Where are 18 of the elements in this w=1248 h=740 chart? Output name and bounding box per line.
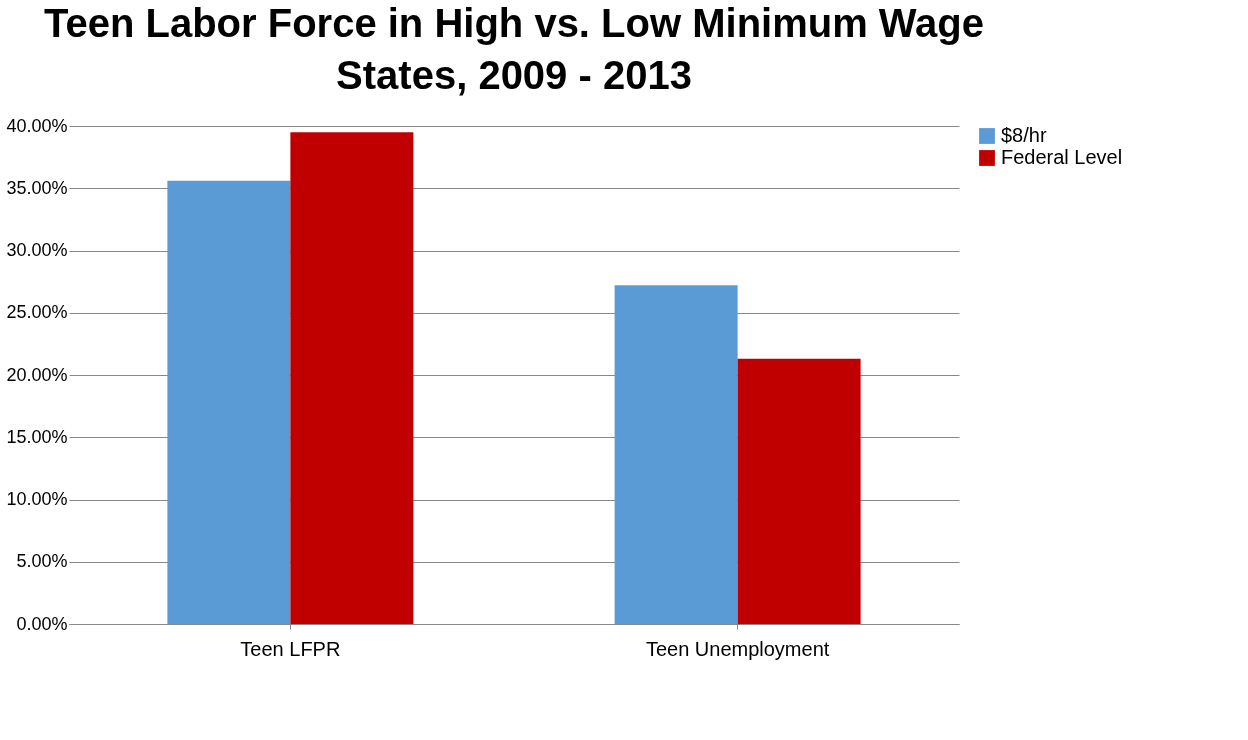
y-tick-label: 5.00% <box>16 551 68 572</box>
x-tick-label: Teen Unemployment <box>645 637 830 660</box>
bar <box>737 358 861 624</box>
y-tick-label: 35.00% <box>6 177 68 198</box>
bar <box>614 285 738 624</box>
legend-label: Federal Level <box>1001 146 1123 168</box>
y-tick-label: 40.00% <box>6 115 68 136</box>
y-tick-label: 0.00% <box>16 613 68 634</box>
y-tick-label: 20.00% <box>6 364 68 385</box>
chart-title: Teen Labor Force in High vs. Low Minimum Wage States, 2009 - 2013 <box>43 1 985 97</box>
y-tick-label: 25.00% <box>6 302 68 323</box>
y-tick-label: 30.00% <box>6 240 68 260</box>
legend-label: $8/hr <box>1001 124 1047 146</box>
bar <box>290 132 414 624</box>
y-tick-label: 10.00% <box>6 489 68 509</box>
y-tick-label: 15.00% <box>6 426 68 447</box>
x-tick-label: Teen LFPR <box>240 637 341 660</box>
bar <box>167 180 291 624</box>
